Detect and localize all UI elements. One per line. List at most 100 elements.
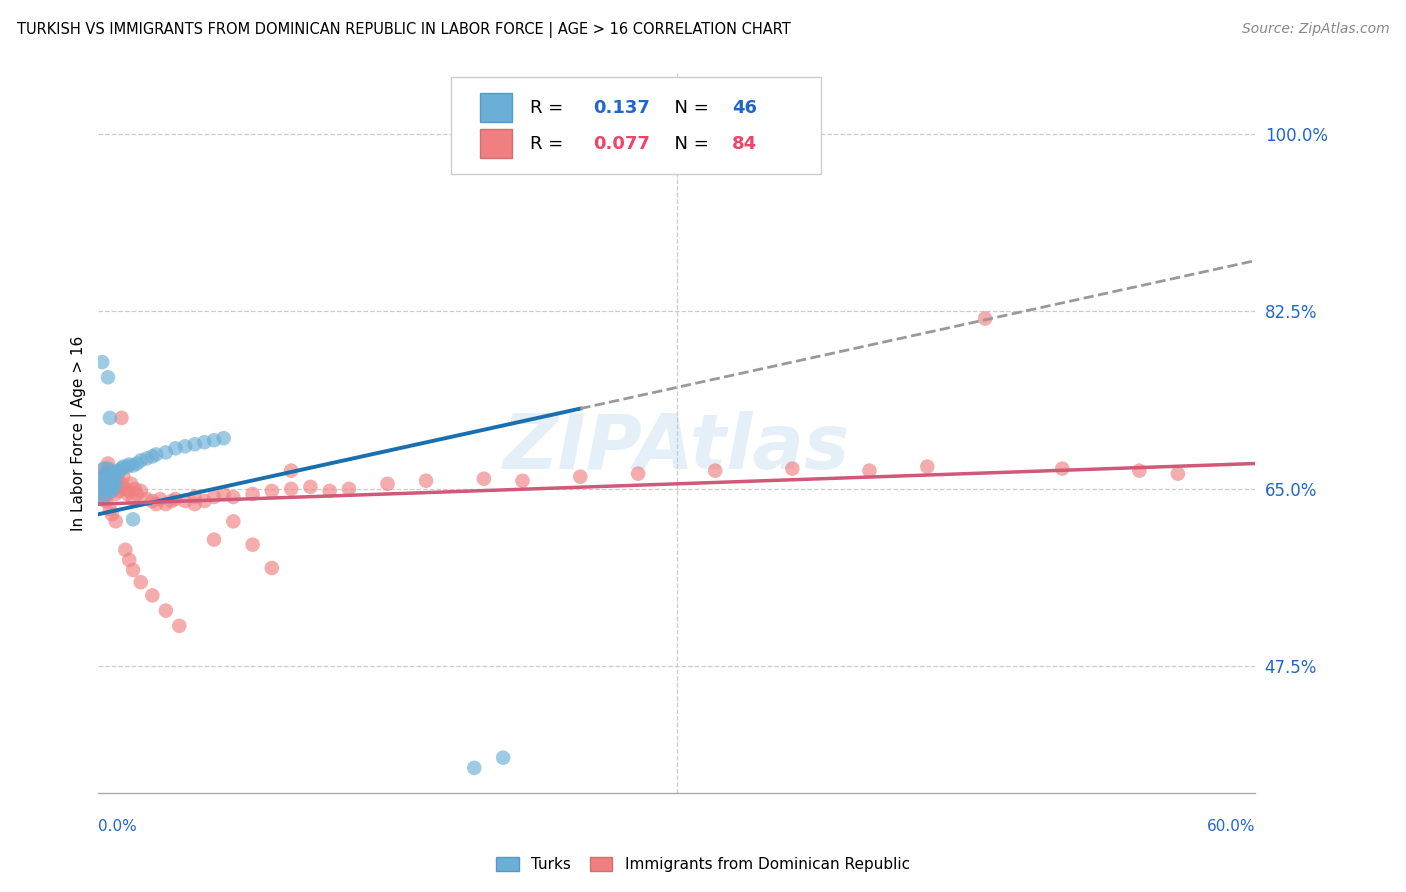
Point (415, 474, 437, 488)
Point (202, 533, 225, 547)
Point (91, 355, 114, 369)
Point (141, 494, 163, 508)
FancyBboxPatch shape (451, 77, 821, 174)
Point (122, 512, 145, 526)
Point (129, 575, 152, 590)
Point (93, 476, 115, 491)
Y-axis label: In Labor Force | Age > 16: In Labor Force | Age > 16 (72, 335, 87, 531)
Point (93, 487, 115, 501)
Point (120, 476, 142, 491)
Point (104, 487, 127, 501)
Point (299, 480, 322, 494)
Point (97, 457, 120, 471)
Point (97, 476, 120, 491)
Point (222, 490, 245, 504)
Text: R =: R = (530, 98, 569, 117)
Point (110, 461, 132, 475)
Point (122, 458, 145, 473)
Point (94, 467, 117, 481)
Point (917, 459, 939, 474)
Point (145, 447, 167, 461)
Point (91, 472, 114, 486)
Point (193, 435, 215, 450)
Point (1128, 464, 1150, 478)
Text: TURKISH VS IMMIGRANTS FROM DOMINICAN REPUBLIC IN LABOR FORCE | AGE > 16 CORRELAT: TURKISH VS IMMIGRANTS FROM DOMINICAN REP… (17, 22, 790, 38)
Point (155, 445, 177, 459)
Point (184, 490, 207, 504)
Point (174, 439, 197, 453)
Point (108, 483, 131, 498)
Point (89, 482, 111, 496)
Point (110, 410, 132, 425)
Point (101, 508, 124, 522)
Point (94, 482, 117, 496)
Point (242, 487, 264, 501)
Point (98, 467, 121, 481)
Point (97, 487, 120, 501)
Text: N =: N = (662, 135, 714, 153)
Point (135, 491, 157, 506)
Point (129, 483, 152, 498)
Point (260, 561, 283, 575)
Point (97, 461, 120, 475)
Point (93, 461, 115, 475)
Point (222, 514, 245, 528)
Point (122, 491, 145, 506)
Point (107, 480, 129, 494)
Point (103, 467, 125, 481)
Point (104, 476, 127, 491)
Point (202, 433, 225, 447)
Point (94, 482, 117, 496)
Point (93, 483, 115, 498)
Point (974, 311, 997, 326)
Point (98, 464, 121, 478)
Point (141, 588, 163, 602)
Point (202, 490, 225, 504)
Point (627, 467, 650, 481)
Point (260, 483, 283, 498)
Point (98, 482, 121, 496)
Point (125, 457, 148, 471)
Point (155, 604, 177, 618)
Point (212, 487, 235, 501)
Point (280, 482, 302, 496)
Point (103, 469, 125, 483)
Point (101, 474, 124, 488)
Point (472, 472, 495, 486)
Point (377, 476, 399, 491)
Point (122, 563, 145, 577)
Text: ZIPAtlas: ZIPAtlas (503, 410, 851, 484)
Point (112, 459, 135, 474)
Point (165, 491, 187, 506)
Point (91, 491, 114, 506)
Point (569, 469, 592, 483)
Point (97, 370, 120, 384)
Point (135, 451, 157, 466)
Point (104, 514, 127, 528)
Point (280, 464, 302, 478)
Text: 0.0%: 0.0% (98, 819, 138, 834)
Point (125, 487, 148, 501)
Point (165, 442, 187, 456)
Point (101, 469, 124, 483)
Point (118, 458, 141, 472)
Point (114, 482, 136, 496)
Point (98, 476, 121, 491)
Point (94, 472, 117, 486)
Point (93, 461, 115, 475)
Text: Source: ZipAtlas.com: Source: ZipAtlas.com (1241, 22, 1389, 37)
Point (160, 494, 183, 508)
Point (1050, 461, 1073, 475)
FancyBboxPatch shape (479, 93, 512, 122)
Point (184, 497, 207, 511)
Point (242, 538, 264, 552)
Point (337, 482, 360, 496)
Point (149, 491, 172, 506)
Point (98, 410, 121, 425)
Point (97, 476, 120, 491)
Text: 60.0%: 60.0% (1206, 819, 1256, 834)
Point (512, 474, 534, 488)
Point (174, 494, 197, 508)
Point (704, 464, 727, 478)
Point (124, 482, 146, 496)
